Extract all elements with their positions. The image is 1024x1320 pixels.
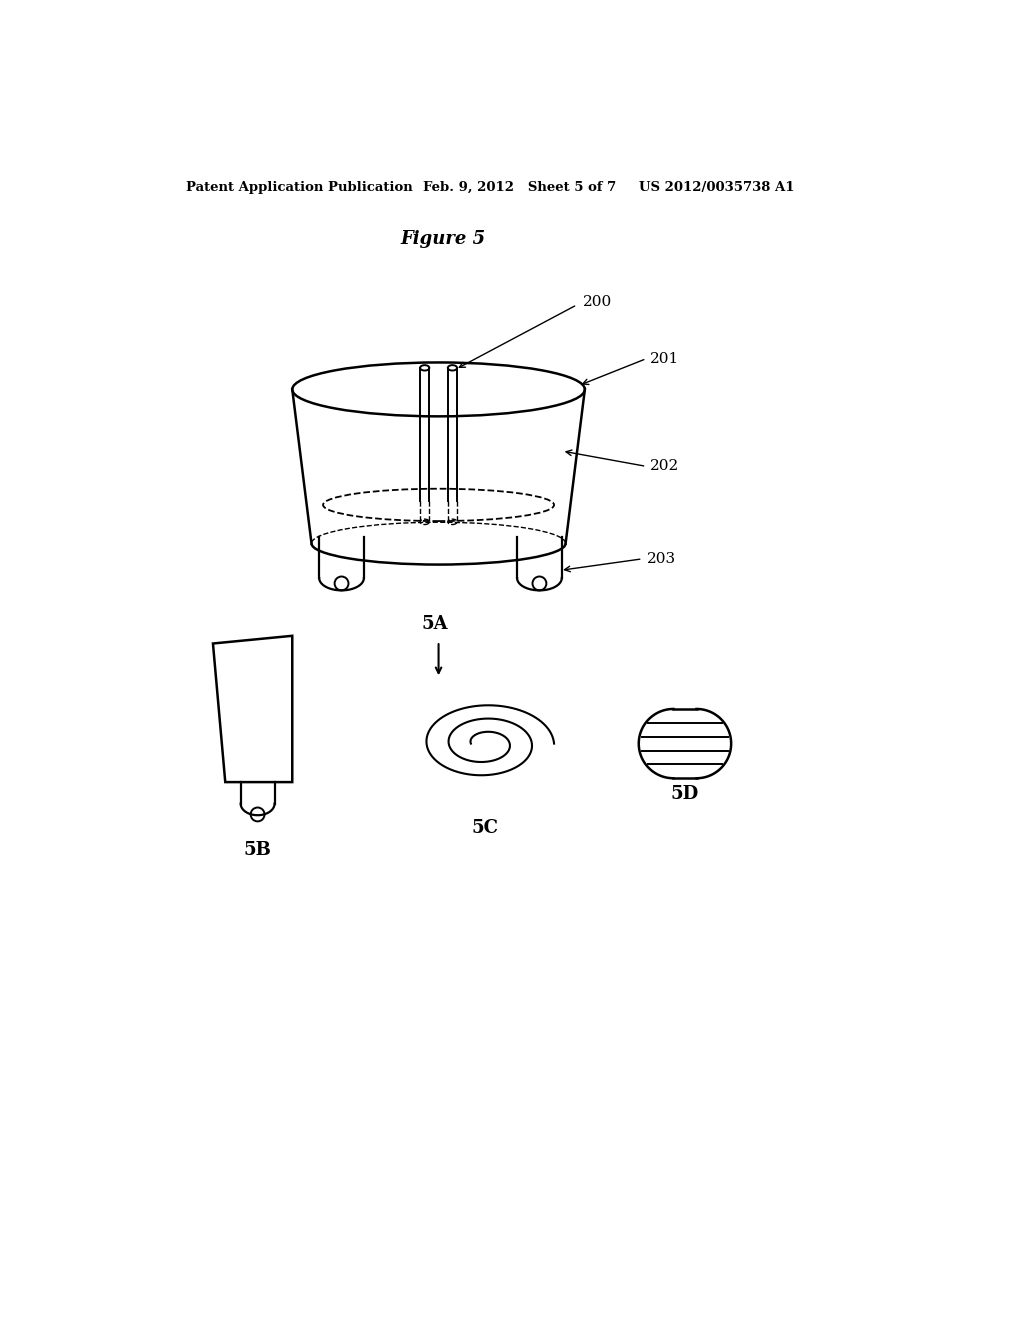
Text: 201: 201	[650, 351, 680, 366]
Text: Patent Application Publication: Patent Application Publication	[186, 181, 413, 194]
Text: 200: 200	[583, 296, 611, 309]
Circle shape	[532, 577, 547, 590]
Ellipse shape	[447, 366, 457, 371]
Text: 5A: 5A	[422, 615, 449, 634]
Ellipse shape	[420, 366, 429, 371]
Circle shape	[335, 577, 348, 590]
Text: Figure 5: Figure 5	[400, 230, 485, 248]
Circle shape	[251, 808, 264, 821]
Text: 202: 202	[650, 459, 680, 474]
Text: 5C: 5C	[471, 820, 499, 837]
Text: 5D: 5D	[671, 784, 699, 803]
Text: Feb. 9, 2012   Sheet 5 of 7: Feb. 9, 2012 Sheet 5 of 7	[423, 181, 616, 194]
Text: 203: 203	[646, 552, 676, 566]
Text: US 2012/0035738 A1: US 2012/0035738 A1	[639, 181, 795, 194]
Polygon shape	[213, 636, 292, 781]
Text: 5B: 5B	[244, 841, 271, 859]
